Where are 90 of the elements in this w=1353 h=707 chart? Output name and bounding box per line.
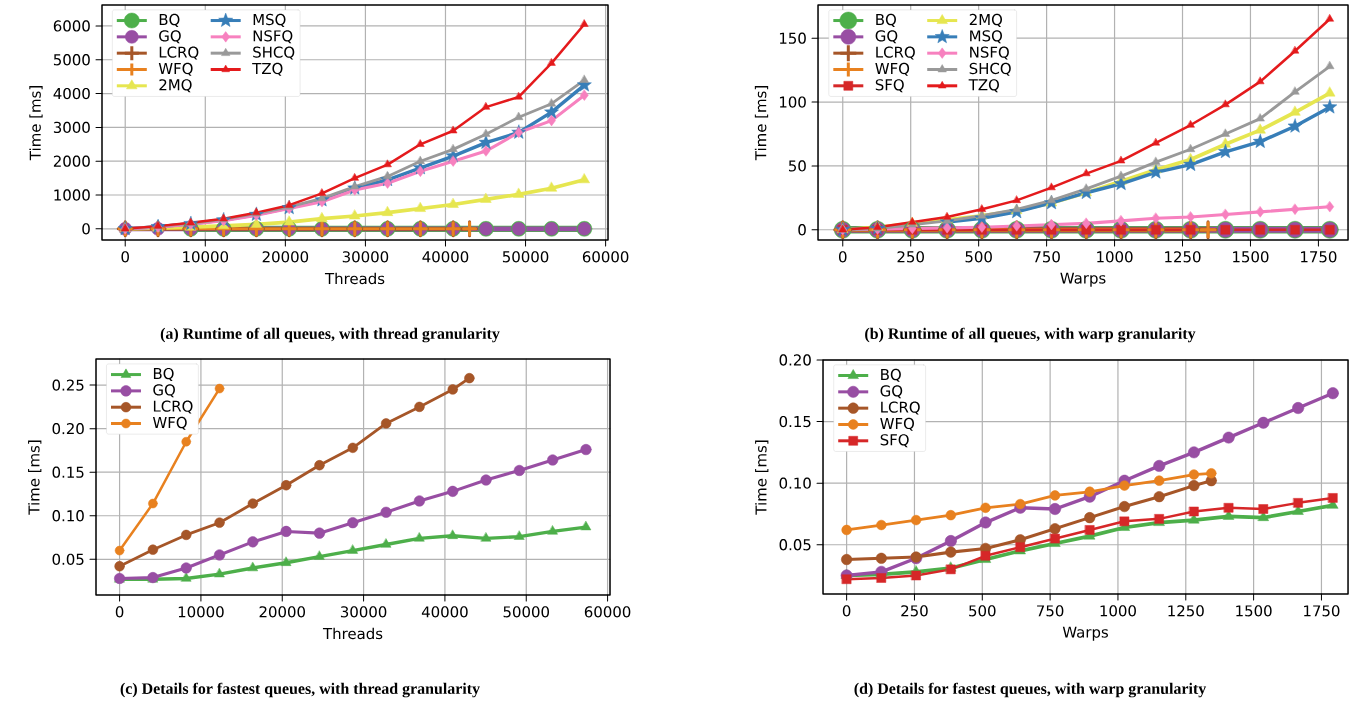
x-tick-label: 1000 (1100, 605, 1136, 617)
x-tick-label: 1000 (1097, 251, 1133, 263)
x-tick-label: 40000 (422, 251, 469, 263)
x-tick-label: 0 (842, 605, 851, 617)
legend-label: SHCQ (969, 62, 1011, 76)
y-tick-label: 0.25 (52, 379, 84, 391)
y-axis-title: Time [ms] (755, 440, 769, 515)
legend-label: MSQ (970, 30, 1003, 44)
y-tick-label: 2000 (53, 155, 90, 167)
x-tick-label: 0 (838, 251, 847, 263)
text: (c) Details for fastest queues, with thread granularity (120, 682, 480, 698)
y-tick-label: 3000 (53, 121, 90, 134)
x-tick-label: 0 (121, 251, 129, 263)
y-tick-label: 0.05 (779, 539, 811, 551)
legend-label: LCRQ (876, 46, 915, 60)
y-tick-label: 0.10 (52, 510, 84, 522)
y-tick-label: 150 (779, 32, 806, 44)
legend-label: BQ (876, 13, 896, 27)
x-axis-title: Warps (1060, 272, 1106, 287)
legend-label: BQ (159, 13, 180, 27)
y-tick-label: 0 (798, 224, 806, 236)
legend-label: SFQ (880, 434, 909, 448)
legend-label: WFQ (880, 417, 914, 431)
x-tick-label: 40000 (421, 606, 468, 618)
y-tick-label: 0.20 (779, 354, 811, 366)
legend-label: BQ (153, 367, 174, 381)
x-tick-label: 10000 (183, 251, 229, 263)
legend-label: SHCQ (253, 46, 295, 60)
legend-label: SFQ (875, 79, 904, 93)
legend-label: NSFQ (970, 46, 1009, 60)
x-tick-label: 1500 (1236, 605, 1272, 617)
x-tick-label: 30000 (342, 251, 389, 263)
x-tick-label: 30000 (340, 606, 387, 618)
x-tick-label: 60000 (582, 251, 629, 263)
legend-label: TZQ (252, 62, 283, 76)
legend-label: WFQ (152, 416, 187, 430)
text: (b) Runtime of all queues, with warp granularity (865, 327, 1196, 343)
y-tick-label: 0.10 (779, 477, 811, 489)
x-tick-label: 1750 (1301, 251, 1337, 263)
y-axis-title: Time [ms] (28, 440, 42, 515)
x-tick-label: 1750 (1304, 605, 1340, 617)
x-tick-label: 750 (1037, 605, 1064, 617)
y-tick-label: 0.15 (779, 415, 811, 428)
x-tick-label: 250 (901, 605, 928, 617)
y-axis-title: Time [ms] (29, 86, 43, 161)
x-tick-label: 60000 (584, 606, 631, 618)
y-tick-label: 5000 (53, 54, 90, 66)
text: (a) Runtime of all queues, with thread granularity (160, 327, 500, 343)
y-tick-label: 1000 (54, 189, 90, 201)
x-tick-label: 1250 (1165, 251, 1201, 263)
x-tick-label: 20000 (262, 251, 309, 263)
legend-label: GQ (159, 30, 181, 44)
y-axis-title: Time [ms] (754, 86, 769, 161)
x-tick-label: 20000 (259, 606, 306, 618)
y-tick-label: 0 (82, 223, 90, 235)
legend-label: TZQ (968, 79, 999, 93)
legend-label: GQ (153, 384, 175, 398)
y-tick-label: 100 (779, 96, 806, 108)
legend-label: WFQ (875, 62, 910, 76)
x-tick-label: 750 (1033, 251, 1060, 263)
x-axis-title: Warps (1062, 626, 1109, 641)
legend-label: WFQ (158, 62, 193, 76)
x-tick-label: 50000 (503, 606, 550, 618)
legend-label: LCRQ (153, 400, 193, 414)
legend-label: 2MQ (969, 13, 1003, 27)
x-tick-label: 1250 (1168, 605, 1204, 617)
x-tick-label: 250 (897, 251, 924, 263)
x-tick-label: 500 (969, 605, 996, 617)
x-tick-label: 50000 (502, 251, 549, 263)
legend-label: GQ (880, 385, 903, 399)
legend-label: GQ (875, 30, 898, 44)
x-axis-title: Threads (324, 272, 385, 285)
text: (d) Details for fastest queues, with warp granularity (854, 682, 1207, 698)
legend-label: NSFQ (253, 30, 293, 44)
x-tick-label: 500 (965, 251, 992, 263)
y-tick-label: 0.15 (52, 466, 84, 478)
legend-label: LCRQ (159, 46, 199, 60)
legend-label: LCRQ (881, 401, 920, 415)
y-tick-label: 0.20 (52, 423, 84, 435)
x-tick-label: 10000 (178, 606, 224, 618)
y-tick-label: 4000 (53, 87, 90, 100)
y-tick-label: 0.05 (52, 553, 84, 565)
y-tick-label: 6000 (53, 20, 90, 32)
x-axis-title: Threads (322, 627, 383, 640)
legend-label: MSQ (253, 13, 286, 27)
legend-label: BQ (881, 368, 901, 382)
x-tick-label: 0 (115, 606, 124, 618)
x-tick-label: 1500 (1233, 251, 1269, 263)
y-tick-label: 50 (788, 160, 806, 172)
legend-label: 2MQ (159, 79, 192, 93)
